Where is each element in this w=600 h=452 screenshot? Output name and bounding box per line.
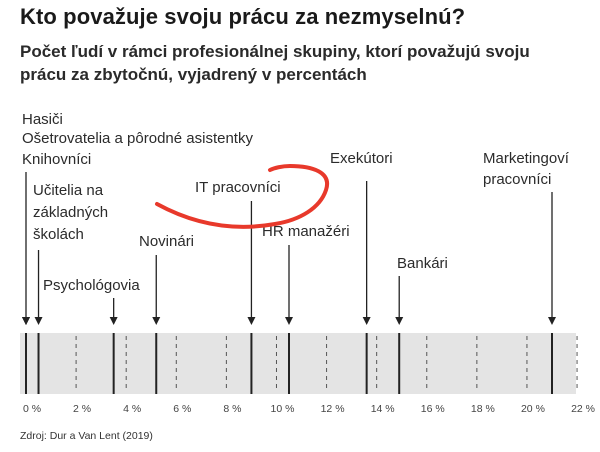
x-tick-label: 2 % (73, 403, 91, 415)
arrow-marker (247, 317, 256, 325)
arrow-marker (395, 317, 404, 325)
x-tick-label: 20 % (521, 403, 545, 415)
x-tick-label: 8 % (223, 403, 241, 415)
point-markers (22, 317, 556, 394)
red-scribble-annotation (155, 164, 330, 229)
point-label: Exekútori (330, 150, 393, 167)
x-tick-label: 12 % (321, 403, 345, 415)
band-background (20, 333, 576, 394)
x-tick-label: 10 % (271, 403, 295, 415)
chart-subtitle: Počet ľudí v rámci profesionálnej skupin… (20, 42, 530, 84)
arrow-marker (22, 317, 30, 325)
point-label: Hasiči (22, 111, 63, 128)
arrow-marker (548, 317, 556, 325)
chart-title: Kto považuje svoju prácu za nezmyselnú? (20, 4, 466, 29)
point-label: Marketingoví pracovníci (483, 150, 570, 188)
arrow-marker (109, 317, 118, 325)
point-label: Knihovníci (22, 151, 91, 168)
point-label: Psychológovia (43, 277, 140, 294)
point-label: HR manažéri (262, 223, 350, 240)
arrow-marker (152, 317, 161, 325)
source-note: Zdroj: Dur a Van Lent (2019) (20, 430, 153, 442)
arrow-marker (362, 317, 371, 325)
x-tick-label: 22 % (571, 403, 595, 415)
x-tick-label: 14 % (371, 403, 395, 415)
x-tick-label: 4 % (123, 403, 141, 415)
chart-band (20, 333, 578, 394)
x-tick-label: 0 % (23, 403, 41, 415)
point-labels: Hasiči Ošetrovatelia a pôrodné asistentky… (22, 111, 570, 317)
arrow-marker (285, 317, 293, 325)
x-axis-ticks: 0 % 2 % 4 % 6 % 8 % 10 % 12 % 14 % 16 % 18 % 20 % 2… (23, 403, 595, 415)
x-tick-label: 6 % (173, 403, 191, 415)
point-label: IT pracovníci (195, 179, 281, 196)
x-tick-label: 18 % (471, 403, 495, 415)
point-label: Ošetrovatelia a pôrodné asistentky (22, 130, 253, 147)
x-tick-label: 16 % (421, 403, 445, 415)
point-label: Učitelia na základných školách (33, 182, 108, 243)
point-label: Novinári (139, 233, 194, 250)
point-label: Bankári (397, 255, 448, 272)
arrow-marker (34, 317, 43, 325)
strip-chart: Hasiči Ošetrovatelia a pôrodné asistentky… (20, 111, 595, 415)
